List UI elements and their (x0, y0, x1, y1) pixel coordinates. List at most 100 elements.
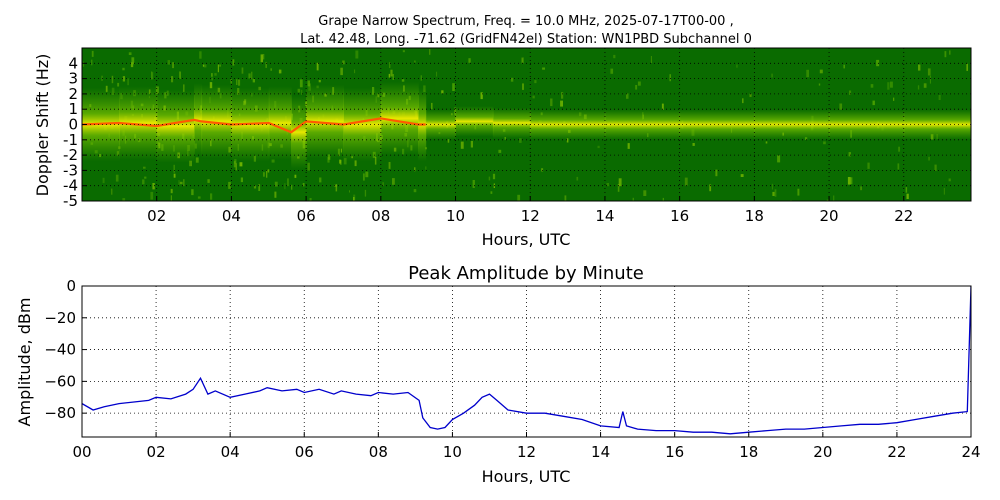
amplitude-y-axis-label: Amplitude, dBm (15, 298, 34, 427)
spectrogram-noise-speck (363, 173, 365, 181)
spectrogram-noise-speck (566, 138, 569, 143)
spectrogram-noise-speck (270, 68, 272, 71)
spectrogram-band-segment (291, 95, 307, 169)
spectrogram-noise-speck (235, 163, 237, 171)
amplitude-x-tick-label: 12 (517, 443, 536, 461)
spectrogram-noise-speck (302, 183, 305, 187)
spectrogram-noise-speck (772, 191, 775, 196)
spectrogram-noise-speck (197, 196, 201, 199)
spectrogram-noise-speck (492, 173, 496, 180)
spectrogram-noise-speck (183, 179, 185, 187)
spectrogram-noise-speck (431, 102, 433, 110)
spectrogram-noise-speck (504, 137, 506, 140)
amplitude-y-tick-label: −80 (44, 404, 76, 422)
spectrogram-y-axis-label: Doppler Shift (Hz) (33, 54, 52, 197)
spectrogram-noise-speck (561, 92, 564, 99)
spectrogram-noise-speck (102, 177, 105, 184)
spectrogram-title-line2: Lat. 42.48, Long. -71.62 (GridFN42el) St… (300, 32, 752, 47)
spectrogram-noise-speck (319, 177, 322, 183)
amplitude-x-tick-label: 24 (961, 443, 980, 461)
spectrogram-noise-speck (388, 73, 391, 78)
spectrogram-noise-speck (918, 64, 921, 71)
spectrogram-noise-speck (860, 186, 862, 191)
spectrogram-noise-speck (199, 51, 202, 59)
spectrogram-noise-speck (130, 62, 134, 68)
spectrogram-noise-speck (143, 166, 146, 169)
spectrogram-noise-speck (669, 74, 671, 82)
amplitude-chart: Peak Amplitude by Minute 00 02 04 06 08 10 12 1… (15, 263, 981, 486)
spectrogram-noise-speck (228, 181, 231, 189)
spectrogram-noise-speck (340, 160, 342, 165)
amplitude-y-tick-label: 0 (66, 277, 76, 295)
spectrogram-noise-speck (111, 188, 113, 195)
spectrogram-noise-speck (870, 84, 874, 88)
spectrogram-chart: Grape Narrow Spectrum, Freq. = 10.0 MHz,… (33, 14, 972, 249)
spectrogram-noise-speck (736, 64, 738, 68)
spectrogram-noise-speck (91, 59, 93, 66)
spectrogram-noise-speck (839, 103, 843, 110)
spectrogram-noise-speck (91, 50, 94, 57)
spectrogram-y-tick-label: 4 (68, 54, 78, 72)
spectrogram-noise-speck (872, 100, 875, 106)
spectrogram-noise-speck (441, 90, 444, 94)
spectrogram-noise-speck (327, 157, 330, 163)
spectrogram-band-segment (455, 106, 494, 137)
spectrogram-noise-speck (122, 198, 126, 201)
spectrogram-noise-speck (211, 73, 213, 77)
amplitude-title: Peak Amplitude by Minute (408, 263, 644, 284)
spectrogram-noise-speck (452, 83, 455, 91)
spectrogram-noise-speck (498, 149, 502, 153)
spectrogram-noise-speck (267, 169, 270, 173)
spectrogram-noise-speck (542, 67, 545, 70)
spectrogram-noise-speck (340, 67, 343, 76)
spectrogram-noise-speck (521, 58, 523, 63)
spectrogram-noise-speck (402, 50, 405, 53)
spectrogram-x-tick-label: 08 (371, 207, 390, 225)
spectrogram-noise-speck (843, 64, 845, 69)
spectrogram-noise-speck (271, 159, 275, 163)
spectrogram-noise-speck (299, 79, 303, 88)
spectrogram-noise-speck (510, 77, 514, 82)
spectrogram-noise-speck (152, 72, 154, 80)
spectrogram-x-tick-label: 12 (521, 207, 540, 225)
spectrogram-noise-speck (170, 195, 172, 201)
spectrogram-noise-speck (236, 79, 238, 85)
amplitude-x-tick-label: 22 (887, 443, 906, 461)
spectrogram-noise-speck (364, 189, 367, 197)
spectrogram-noise-speck (240, 177, 243, 183)
spectrogram-noise-speck (740, 174, 744, 177)
spectrogram-noise-speck (179, 181, 183, 185)
spectrogram-noise-speck (342, 60, 345, 65)
spectrogram-noise-speck (749, 93, 752, 97)
spectrogram-noise-speck (618, 178, 622, 187)
spectrogram-noise-speck (850, 177, 853, 185)
spectrogram-noise-speck (949, 50, 951, 55)
amplitude-x-tick-label: 08 (369, 443, 388, 461)
amplitude-x-tick-label: 14 (591, 443, 610, 461)
spectrogram-noise-speck (171, 76, 174, 83)
spectrogram-noise-speck (316, 62, 319, 71)
spectrogram-noise-speck (309, 198, 312, 201)
spectrogram-noise-speck (210, 193, 213, 200)
spectrogram-noise-speck (532, 95, 535, 99)
spectrogram-noise-speck (260, 54, 263, 63)
amplitude-plot-area (82, 286, 971, 437)
spectrogram-noise-speck (144, 176, 147, 179)
spectrogram-band-segment (268, 86, 292, 160)
spectrogram-noise-speck (307, 162, 310, 171)
spectrogram-noise-speck (626, 93, 629, 99)
spectrogram-noise-speck (343, 158, 347, 165)
spectrogram-noise-speck (771, 73, 773, 78)
spectrogram-plot-area (82, 48, 971, 201)
spectrogram-noise-speck (470, 141, 473, 148)
spectrogram-noise-speck (876, 59, 880, 67)
spectrogram-y-tick-label: 2 (68, 85, 78, 103)
spectrogram-noise-speck (318, 80, 321, 83)
spectrogram-noise-speck (167, 60, 170, 65)
spectrogram-noise-speck (214, 73, 217, 76)
spectrogram-noise-speck (265, 61, 267, 68)
spectrogram-noise-speck (490, 191, 493, 194)
spectrogram-noise-speck (893, 97, 895, 101)
spectrogram-noise-speck (606, 183, 609, 187)
